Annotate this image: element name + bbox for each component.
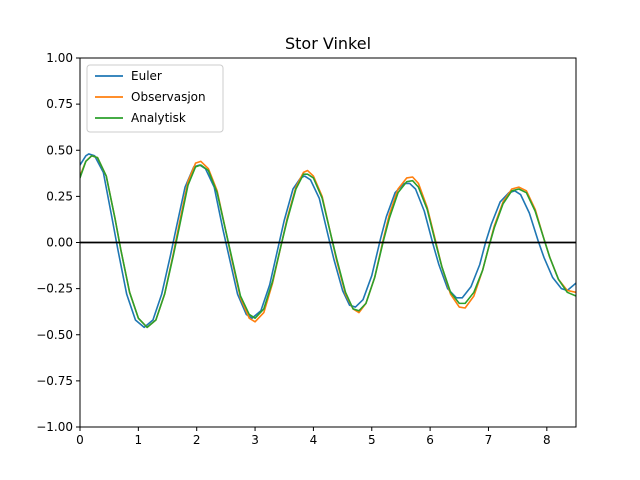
y-tick-label: 0.50: [46, 143, 73, 157]
y-tick-label: −0.75: [36, 374, 73, 388]
x-tick-label: 4: [310, 433, 318, 447]
axes: 0 1 2 3 4 5 6 7 8 −1.00 −0.75 −0.50 −0.25 0.00 0.25 0.5…: [36, 51, 577, 447]
y-tick-label: −1.00: [36, 420, 73, 434]
legend-label-2: Analytisk: [131, 111, 186, 125]
y-tick-label: −0.25: [36, 282, 73, 296]
y-tick-label: 1.00: [46, 51, 73, 65]
legend-label-1: Observasjon: [131, 90, 206, 104]
x-tick-label: 8: [543, 433, 551, 447]
legend-box: [86, 64, 224, 133]
x-tick-label: 5: [368, 433, 376, 447]
x-tick-label: 0: [76, 433, 84, 447]
y-tick-label: 0.00: [46, 236, 73, 250]
y-tick-label: −0.50: [36, 328, 73, 342]
x-tick-label: 6: [426, 433, 434, 447]
x-tick-label: 7: [485, 433, 493, 447]
chart-title: Stor Vinkel: [285, 34, 371, 53]
y-tick-label: 0.75: [46, 97, 73, 111]
legend-label-0: Euler: [131, 69, 162, 83]
series-line-0: [80, 153, 576, 329]
series-line-2: [80, 154, 576, 329]
plot-area: [80, 153, 576, 329]
legend: Euler Observasjon Analytisk: [86, 64, 224, 133]
x-tick-label: 2: [193, 433, 201, 447]
y-tick-label: 0.25: [46, 189, 73, 203]
x-tick-label: 3: [251, 433, 259, 447]
x-tick-label: 1: [135, 433, 143, 447]
